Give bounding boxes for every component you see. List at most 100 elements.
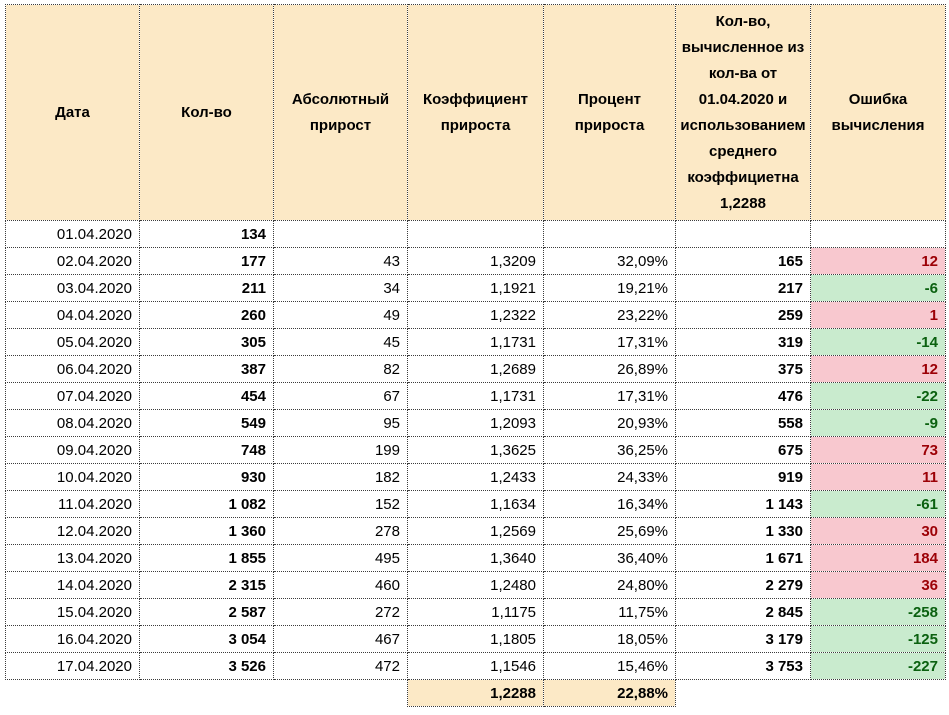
cell-growth-pct: 16,34% — [543, 490, 676, 518]
table-row: 14.04.2020 2 315 460 1,2480 24,80% 2 279 36 — [5, 571, 946, 599]
cell-date: 04.04.2020 — [5, 301, 140, 329]
cell-count: 177 — [139, 247, 274, 275]
cell-growth-pct: 24,33% — [543, 463, 676, 491]
cell-growth-pct — [543, 220, 676, 248]
table-row: 05.04.2020 305 45 1,1731 17,31% 319 -14 — [5, 328, 946, 356]
cell-growth-pct: 23,22% — [543, 301, 676, 329]
col-header-growth-pct: Процент прироста — [543, 4, 676, 221]
table-header: Дата Кол-во Абсолютный прирост Коэффицие… — [5, 4, 946, 221]
cell-calculated-count: 1 330 — [675, 517, 811, 545]
cell-count: 930 — [139, 463, 274, 491]
cell-growth-pct: 19,21% — [543, 274, 676, 302]
cell-abs-growth: 34 — [273, 274, 408, 302]
cell-calc-error: -227 — [810, 652, 946, 680]
col-header-growth-coef: Коэффициент прироста — [407, 4, 544, 221]
cell-calc-error: -9 — [810, 409, 946, 437]
cell-count: 748 — [139, 436, 274, 464]
cell-calculated-count: 2 845 — [675, 598, 811, 626]
cell-count: 1 360 — [139, 517, 274, 545]
cell-count: 549 — [139, 409, 274, 437]
cell-growth-coef: 1,1921 — [407, 274, 544, 302]
cell-growth-pct: 17,31% — [543, 328, 676, 356]
cell-calc-error: 36 — [810, 571, 946, 599]
footer-blank — [811, 680, 946, 707]
cell-calc-error: 1 — [810, 301, 946, 329]
cell-calculated-count: 1 143 — [675, 490, 811, 518]
cell-calc-error: 30 — [810, 517, 946, 545]
cell-growth-coef: 1,2569 — [407, 517, 544, 545]
cell-date: 02.04.2020 — [5, 247, 140, 275]
cell-abs-growth: 495 — [273, 544, 408, 572]
cell-calc-error: 12 — [810, 247, 946, 275]
cell-growth-coef: 1,1805 — [407, 625, 544, 653]
cell-calculated-count: 375 — [675, 355, 811, 383]
cell-calc-error: 184 — [810, 544, 946, 572]
cell-growth-coef: 1,2322 — [407, 301, 544, 329]
cell-abs-growth: 272 — [273, 598, 408, 626]
cell-calculated-count: 3 179 — [675, 625, 811, 653]
cell-calc-error: 73 — [810, 436, 946, 464]
cell-abs-growth: 199 — [273, 436, 408, 464]
footer-blank — [6, 680, 140, 707]
cell-calc-error: -125 — [810, 625, 946, 653]
cell-count: 387 — [139, 355, 274, 383]
average-coef-cell: 1,2288 — [407, 679, 544, 707]
cell-count: 1 855 — [139, 544, 274, 572]
col-header-calc-error: Ошибка вычисления — [810, 4, 946, 221]
table-row: 15.04.2020 2 587 272 1,1175 11,75% 2 845 -258 — [5, 598, 946, 626]
table-row: 09.04.2020 748 199 1,3625 36,25% 675 73 — [5, 436, 946, 464]
cell-count: 260 — [139, 301, 274, 329]
table-row: 02.04.2020 177 43 1,3209 32,09% 165 12 — [5, 247, 946, 275]
table-row: 07.04.2020 454 67 1,1731 17,31% 476 -22 — [5, 382, 946, 410]
cell-calculated-count: 319 — [675, 328, 811, 356]
cell-count: 211 — [139, 274, 274, 302]
cell-date: 17.04.2020 — [5, 652, 140, 680]
cell-growth-coef: 1,2093 — [407, 409, 544, 437]
cell-growth-coef: 1,3625 — [407, 436, 544, 464]
cell-growth-coef: 1,2433 — [407, 463, 544, 491]
cell-abs-growth — [273, 220, 408, 248]
cell-growth-coef: 1,1634 — [407, 490, 544, 518]
table-row: 01.04.2020 134 — [5, 220, 946, 248]
cell-count: 1 082 — [139, 490, 274, 518]
cell-date: 12.04.2020 — [5, 517, 140, 545]
table-row: 17.04.2020 3 526 472 1,1546 15,46% 3 753 -227 — [5, 652, 946, 680]
table-footer: 1,2288 22,88% — [6, 679, 946, 707]
cell-growth-coef: 1,3209 — [407, 247, 544, 275]
cell-count: 305 — [139, 328, 274, 356]
cell-date: 16.04.2020 — [5, 625, 140, 653]
cell-calculated-count: 3 753 — [675, 652, 811, 680]
cell-growth-pct: 24,80% — [543, 571, 676, 599]
cell-calc-error — [810, 220, 946, 248]
cell-growth-pct: 25,69% — [543, 517, 676, 545]
cell-calc-error: 12 — [810, 355, 946, 383]
cell-date: 10.04.2020 — [5, 463, 140, 491]
cell-calculated-count: 259 — [675, 301, 811, 329]
cell-date: 07.04.2020 — [5, 382, 140, 410]
table-row: 03.04.2020 211 34 1,1921 19,21% 217 -6 — [5, 274, 946, 302]
cell-abs-growth: 182 — [273, 463, 408, 491]
cell-calculated-count: 675 — [675, 436, 811, 464]
cell-abs-growth: 472 — [273, 652, 408, 680]
cell-growth-pct: 26,89% — [543, 355, 676, 383]
cell-abs-growth: 460 — [273, 571, 408, 599]
table-row: 13.04.2020 1 855 495 1,3640 36,40% 1 671 184 — [5, 544, 946, 572]
cell-calculated-count: 2 279 — [675, 571, 811, 599]
cell-date: 01.04.2020 — [5, 220, 140, 248]
cell-abs-growth: 49 — [273, 301, 408, 329]
col-header-calculated-count: Кол-во, вычисленное из кол-ва от 01.04.2… — [675, 4, 811, 221]
cell-abs-growth: 43 — [273, 247, 408, 275]
cell-calculated-count: 476 — [675, 382, 811, 410]
cell-calc-error: -61 — [810, 490, 946, 518]
growth-table: Дата Кол-во Абсолютный прирост Коэффицие… — [5, 4, 946, 707]
cell-abs-growth: 278 — [273, 517, 408, 545]
cell-growth-coef — [407, 220, 544, 248]
cell-growth-pct: 17,31% — [543, 382, 676, 410]
cell-date: 08.04.2020 — [5, 409, 140, 437]
col-header-abs-growth: Абсолютный прирост — [273, 4, 408, 221]
cell-calc-error: 11 — [810, 463, 946, 491]
footer-blank — [676, 680, 811, 707]
cell-growth-pct: 36,25% — [543, 436, 676, 464]
col-header-date: Дата — [5, 4, 140, 221]
table-row: 16.04.2020 3 054 467 1,1805 18,05% 3 179 -125 — [5, 625, 946, 653]
